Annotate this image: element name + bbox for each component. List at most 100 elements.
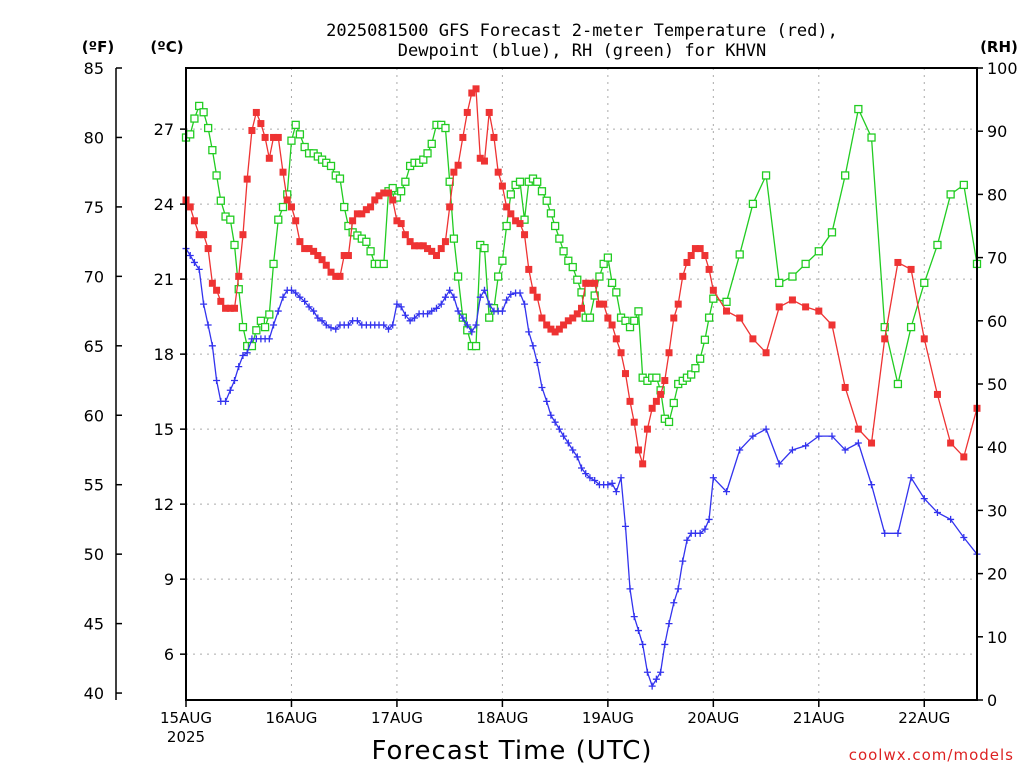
rh-point — [607, 278, 617, 288]
temperature-point — [696, 245, 704, 253]
rh-point — [326, 161, 336, 171]
rh-point — [269, 259, 278, 269]
rh-point — [419, 155, 428, 164]
temperature-point — [582, 279, 590, 287]
celsius-tick-label: 27 — [154, 120, 174, 139]
temperature-point — [428, 247, 436, 255]
dewpoint-point — [639, 640, 647, 648]
temperature-point — [468, 89, 476, 97]
dewpoint-point — [723, 488, 731, 496]
rh-point — [880, 322, 889, 332]
x-tick-label: 15AUG — [160, 709, 212, 727]
fahrenheit-tick-label: 50 — [84, 545, 104, 564]
temperature-point — [595, 300, 603, 308]
dewpoint-point — [279, 293, 287, 301]
rh-point — [379, 259, 388, 269]
temperature-point — [854, 425, 862, 433]
temperature-point — [459, 133, 467, 141]
dewpoint-point — [894, 529, 902, 537]
temperature-point — [665, 349, 673, 357]
dewpoint-point — [648, 682, 656, 690]
temperature-point — [762, 349, 770, 357]
dewpoint-point — [815, 432, 823, 440]
dewpoint-point — [775, 460, 783, 468]
dewpoint-point — [503, 296, 511, 304]
temperature-point — [960, 453, 968, 461]
dewpoint-point — [401, 311, 409, 319]
temperature-point — [296, 238, 304, 246]
rh-point — [748, 199, 758, 209]
dewpoint-point — [231, 377, 239, 385]
temperature-point — [521, 231, 529, 239]
dewpoint-point — [287, 286, 295, 294]
rh-point — [788, 272, 797, 281]
dewpoint-point — [472, 321, 480, 329]
temperature-point — [802, 303, 810, 311]
temperature-point — [643, 425, 651, 433]
dewpoint-point — [683, 536, 691, 544]
dewpoint-point — [762, 425, 770, 433]
rh-point — [427, 139, 436, 148]
temperature-point — [933, 390, 941, 398]
dewpoint-point — [547, 411, 555, 419]
dewpoint-point — [564, 439, 572, 447]
fahrenheit-tick-label: 45 — [84, 615, 104, 634]
rh-tick-label: 70 — [987, 249, 1007, 268]
dewpoint-point — [476, 293, 484, 301]
dewpoint-point — [582, 470, 590, 478]
rh-point — [533, 177, 542, 186]
dewpoint-point — [696, 529, 704, 537]
rh-tick-label: 20 — [987, 565, 1007, 584]
temperature-point — [222, 304, 230, 312]
dewpoint-point — [411, 314, 419, 322]
temperature-point — [450, 168, 458, 176]
dewpoint-point — [507, 290, 515, 298]
temperature-point — [612, 335, 620, 343]
rh-point — [212, 171, 221, 180]
rh-point — [906, 322, 916, 332]
temperature-point — [235, 272, 243, 280]
dewpoint-point — [213, 377, 221, 385]
dewpoint-point — [543, 397, 551, 405]
dewpoint-point — [480, 286, 488, 294]
dewpoint-point — [630, 613, 638, 621]
temperature-point — [512, 217, 520, 225]
temperature-point — [736, 314, 744, 322]
temperature-point — [775, 303, 783, 311]
rh-point — [502, 221, 511, 231]
dewpoint-point — [397, 303, 405, 311]
dewpoint-point — [389, 321, 397, 329]
temperature-point — [248, 127, 256, 135]
temperature-point — [608, 321, 616, 329]
temperature-point — [274, 133, 282, 141]
dewpoint-point — [670, 599, 678, 607]
dewpoint-point — [788, 446, 796, 454]
dewpoint-point — [854, 439, 862, 447]
dewpoint-point — [560, 432, 568, 440]
rh-point — [691, 364, 700, 373]
temperature-point — [503, 203, 511, 211]
temperature-point — [494, 168, 502, 176]
rh-point — [295, 130, 305, 139]
temperature-point — [340, 252, 348, 260]
temperature-point — [314, 252, 322, 260]
temperature-point — [424, 245, 432, 253]
dewpoint-point — [749, 432, 757, 440]
rh-point — [827, 228, 837, 237]
rh-point — [550, 221, 560, 231]
rh-point — [920, 278, 929, 288]
rh-point — [216, 196, 225, 205]
rh-tick-label: 50 — [987, 375, 1007, 394]
dewpoint-point — [907, 474, 915, 482]
dewpoint-point — [652, 675, 660, 683]
dewpoint-point — [239, 352, 247, 360]
dewpoint-point — [881, 529, 889, 537]
temperature-point — [828, 321, 836, 329]
dewpoint-point — [332, 325, 340, 333]
x-tick-label: 22AUG — [898, 709, 950, 727]
dewpoint-point — [634, 627, 642, 635]
celsius-tick-label: 21 — [154, 270, 174, 289]
temperature-point — [498, 182, 506, 190]
rh-point — [208, 146, 217, 155]
celsius-tick-label: 9 — [164, 570, 174, 589]
